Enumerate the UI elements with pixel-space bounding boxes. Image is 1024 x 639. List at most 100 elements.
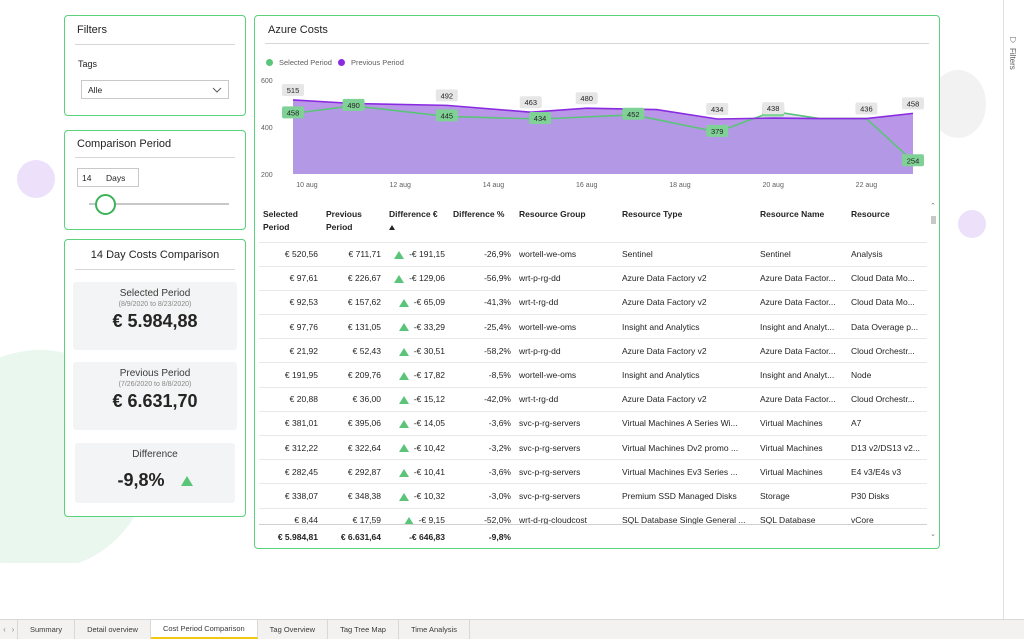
data-label: 434 [711, 105, 724, 114]
table-cell: € 21,92 [259, 338, 322, 363]
tags-dropdown[interactable]: Alle [81, 80, 229, 99]
table-cell: P30 Disks [847, 483, 927, 509]
table-cell: Azure Data Factor... [756, 265, 847, 291]
table-row[interactable]: € 20,88 € 36,00 -€ 15,12 -42,0% wrt-t-rg-dd A… [259, 386, 927, 412]
chevron-up-icon[interactable]: ⌃ [930, 203, 936, 210]
table-row[interactable]: € 520,56 € 711,71 -€ 191,15 -26,9% wortell-w… [259, 241, 927, 267]
costs-comparison-title: 14 Day Costs Comparison [90, 249, 220, 261]
table-cell: € 52,43 [322, 338, 385, 363]
table-cell: Virtual Machines Dv2 promo ... [618, 434, 756, 460]
table-cell: Azure Data Factory v2 [618, 386, 756, 412]
column-header[interactable]: Difference % [453, 209, 505, 219]
days-slider-track[interactable] [89, 203, 229, 205]
triangle-up-icon [180, 475, 193, 486]
table-cell: € 381,01 [259, 410, 322, 436]
column-header[interactable]: Resource Type [622, 209, 683, 219]
table-cell: Analysis [847, 241, 927, 267]
table-cell: Azure Data Factor... [756, 289, 847, 315]
page-tab[interactable]: Cost Period Comparison [150, 620, 258, 639]
tab-next-icon[interactable]: › [9, 620, 18, 639]
column-header[interactable]: Difference € [385, 202, 449, 242]
table-cell: wortell-we-oms [515, 362, 618, 388]
table-cell: Virtual Machines [756, 410, 847, 436]
table-row[interactable]: € 97,61 € 226,67 -€ 129,06 -56,9% wrt-p-rg-d… [259, 265, 927, 291]
table-cell: Azure Data Factor... [756, 338, 847, 363]
x-tick-label: 18 aug [669, 182, 691, 189]
table-cell: Sentinel [618, 241, 756, 267]
table-cell: € 395,06 [322, 410, 385, 436]
azure-divider [265, 43, 929, 44]
chevron-down-icon[interactable]: ⌄ [930, 531, 936, 538]
days-slider-thumb[interactable] [95, 194, 116, 215]
page-tab[interactable]: Tag Overview [258, 620, 329, 639]
days-value: 14 [82, 172, 92, 183]
page-tab[interactable]: Summary [18, 620, 76, 639]
table-cell: -41,3% [449, 289, 515, 315]
y-tick-label: 400 [261, 125, 273, 132]
table-cell: -€ 191,15 [385, 241, 449, 267]
table-scrollbar[interactable]: ⌃ ⌄ [929, 202, 937, 538]
data-label: 480 [580, 94, 593, 103]
triangle-up-icon [394, 275, 405, 284]
table-row[interactable]: € 191,95 € 209,76 -€ 17,82 -8,5% wortell-we-… [259, 362, 927, 388]
data-label: 379 [711, 127, 724, 136]
table-row[interactable]: € 381,01 € 395,06 -€ 14,05 -3,6% svc-p-rg-se… [259, 410, 927, 436]
tab-prev-icon[interactable]: ‹ [3, 625, 6, 634]
table-row[interactable]: € 282,45 € 292,87 -€ 10,41 -3,6% svc-p-rg-se… [259, 459, 927, 484]
data-label: 492 [441, 91, 454, 100]
selected-period-area [293, 105, 913, 174]
table-row[interactable]: € 97,76 € 131,05 -€ 33,29 -25,4% wortell-we-… [259, 314, 927, 339]
column-header[interactable]: Selected Period [263, 209, 298, 232]
table-cell: Storage [756, 483, 847, 509]
table-cell: -3,2% [449, 434, 515, 460]
table-cell: Premium SSD Managed Disks [618, 483, 756, 509]
days-input[interactable]: 14 Days [77, 168, 139, 187]
table-cell: Azure Data Factory v2 [618, 338, 756, 363]
table-row[interactable]: € 21,92 € 52,43 -€ 30,51 -58,2% wrt-p-rg-dd A… [259, 338, 927, 363]
azure-costs-chart: 200 400 600 10 aug 12 aug 14 aug 16 aug 18 aug 2… [261, 78, 924, 189]
table-cell: € 8,44 [259, 507, 322, 528]
table-cell: € 131,05 [322, 314, 385, 339]
scrollbar-thumb[interactable] [930, 216, 936, 224]
table-cell: € 209,76 [322, 362, 385, 388]
filters-pane-label: Filters [1008, 48, 1017, 70]
legend-label-selected: Selected Period [279, 58, 332, 67]
table-cell: -26,9% [449, 241, 515, 267]
page-tab[interactable]: Detail overview [75, 620, 151, 639]
table-row[interactable]: € 8,44 € 17,59 -€ 9,15 -52,0% wrt-d-rg-cloud… [259, 507, 927, 528]
page-tab[interactable]: Tag Tree Map [328, 620, 399, 639]
table-cell: Cloud Data Mo... [847, 289, 927, 315]
selected-period-range: (8/9/2020 to 8/23/2020) [118, 301, 192, 308]
table-cell: wrt-d-rg-cloudcost [515, 507, 618, 528]
table-cell: -25,4% [449, 314, 515, 339]
selected-period-title: Selected Period [119, 288, 191, 299]
total-cell: -9,8% [488, 531, 511, 542]
table-cell: -€ 10,41 [385, 459, 449, 484]
table-cell: Sentinel [756, 241, 847, 267]
table-cell: Virtual Machines A Series Wi... [618, 410, 756, 436]
tab-list: Summary Detail overview Cost Period Compar… [18, 620, 470, 639]
table-cell: -52,0% [449, 507, 515, 528]
table-row[interactable]: € 338,07 € 348,38 -€ 10,32 -3,0% svc-p-rg-se… [259, 483, 927, 509]
triangle-up-icon [398, 371, 409, 380]
table-row[interactable]: € 92,53 € 157,62 -€ 65,09 -41,3% wrt-t-rg-dd… [259, 289, 927, 315]
page-tab[interactable]: Time Analysis [399, 620, 470, 639]
chevron-down-icon [212, 87, 222, 93]
data-label-box [902, 97, 924, 110]
table-cell: Insight and Analyt... [756, 362, 847, 388]
column-header[interactable]: Resource Group [519, 209, 586, 219]
data-label-box [622, 107, 645, 120]
table-row[interactable]: € 312,22 € 322,64 -€ 10,42 -3,2% svc-p-rg-se… [259, 434, 927, 460]
table-cell: € 97,76 [259, 314, 322, 339]
table-cell: wrt-t-rg-dd [515, 289, 618, 315]
column-header[interactable]: Resource Name [760, 209, 825, 219]
table-cell: -56,9% [449, 265, 515, 291]
column-header[interactable]: Resource [851, 209, 890, 219]
cost-table-grid: Selected Period Previous Period Difference… [259, 202, 927, 528]
filters-pane[interactable]: ⛉ Filters [1003, 0, 1024, 619]
column-header[interactable]: Previous Period [326, 209, 362, 232]
tags-value: Alle [88, 84, 103, 95]
costs-divider [75, 269, 235, 270]
table-cell: Insight and Analyt... [756, 314, 847, 339]
selected-period-card: Selected Period (8/9/2020 to 8/23/2020) … [73, 282, 237, 350]
